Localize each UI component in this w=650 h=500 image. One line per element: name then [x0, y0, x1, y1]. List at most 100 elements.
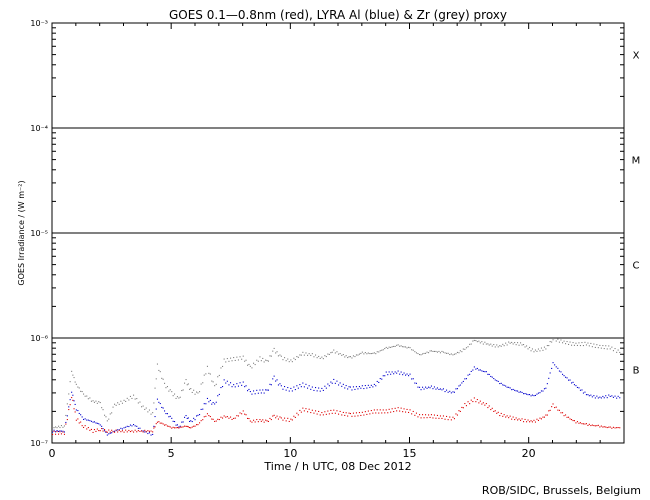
data-point — [387, 374, 389, 376]
data-point — [279, 383, 281, 385]
data-point — [614, 427, 616, 429]
data-point — [203, 403, 205, 405]
data-point — [218, 393, 220, 395]
data-point — [590, 394, 592, 396]
data-point — [154, 426, 156, 428]
data-point — [442, 415, 444, 417]
data-point — [220, 416, 222, 418]
data-point — [242, 381, 244, 383]
data-point — [328, 385, 330, 387]
data-point — [311, 353, 313, 355]
data-point — [508, 417, 510, 419]
data-point — [367, 352, 369, 354]
data-point — [348, 356, 350, 358]
data-point — [467, 346, 469, 348]
data-point — [152, 412, 154, 414]
data-point — [523, 421, 525, 423]
data-point — [572, 381, 574, 383]
data-point — [142, 405, 144, 407]
data-point — [551, 406, 553, 408]
data-point — [420, 389, 422, 391]
data-point — [384, 348, 386, 350]
data-point — [490, 409, 492, 411]
data-point — [606, 397, 608, 399]
data-point — [400, 345, 402, 347]
data-point — [491, 376, 493, 378]
data-point — [358, 386, 360, 388]
y-tick-label: 10⁻³ — [30, 19, 48, 28]
data-point — [120, 427, 122, 429]
data-point — [415, 412, 417, 414]
data-point — [382, 375, 384, 377]
data-point — [509, 415, 511, 417]
data-point — [476, 341, 478, 343]
data-point — [142, 431, 144, 433]
data-point — [290, 418, 292, 420]
data-point — [517, 390, 519, 392]
data-point — [422, 386, 424, 388]
data-point — [593, 425, 595, 427]
data-point — [488, 405, 490, 407]
data-point — [617, 349, 619, 351]
data-point — [388, 408, 390, 410]
data-point — [282, 359, 284, 361]
data-point — [324, 355, 326, 357]
data-point — [218, 419, 220, 421]
data-point — [294, 389, 296, 391]
data-point — [571, 419, 573, 421]
data-point — [121, 428, 123, 430]
data-point — [182, 421, 184, 423]
data-point — [412, 410, 414, 412]
data-point — [53, 430, 55, 432]
data-point — [179, 426, 181, 428]
data-point — [617, 395, 619, 397]
data-point — [478, 402, 480, 404]
data-point — [379, 378, 381, 380]
data-point — [164, 410, 166, 412]
data-point — [473, 366, 475, 368]
data-point — [220, 387, 222, 389]
data-point — [450, 419, 452, 421]
data-point — [614, 348, 616, 350]
data-point — [531, 348, 533, 350]
data-point — [609, 395, 611, 397]
data-point — [402, 346, 404, 348]
data-point — [178, 427, 180, 429]
data-point — [72, 399, 74, 401]
data-point — [66, 419, 68, 421]
data-point — [269, 383, 271, 385]
data-point — [449, 390, 451, 392]
data-point — [158, 369, 160, 371]
data-point — [86, 428, 88, 430]
data-point — [265, 359, 267, 361]
data-point — [162, 407, 164, 409]
data-point — [319, 390, 321, 392]
data-point — [55, 431, 57, 433]
data-point — [435, 388, 437, 390]
data-point — [563, 375, 565, 377]
data-point — [523, 344, 525, 346]
data-point — [131, 430, 133, 432]
data-point — [117, 429, 119, 431]
data-point — [241, 384, 243, 386]
data-point — [262, 357, 264, 359]
data-point — [487, 373, 489, 375]
data-point — [310, 354, 312, 356]
data-point — [508, 341, 510, 343]
data-point — [125, 426, 127, 428]
data-point — [414, 382, 416, 384]
data-point — [452, 416, 454, 418]
data-point — [266, 389, 268, 391]
data-point — [529, 346, 531, 348]
data-series — [52, 362, 621, 436]
data-point — [248, 363, 250, 365]
data-point — [318, 410, 320, 412]
data-point — [391, 346, 393, 348]
data-point — [545, 387, 547, 389]
data-point — [566, 377, 568, 379]
data-point — [441, 417, 443, 419]
data-point — [385, 346, 387, 348]
data-point — [273, 347, 275, 349]
data-point — [527, 348, 529, 350]
data-point — [220, 367, 222, 369]
